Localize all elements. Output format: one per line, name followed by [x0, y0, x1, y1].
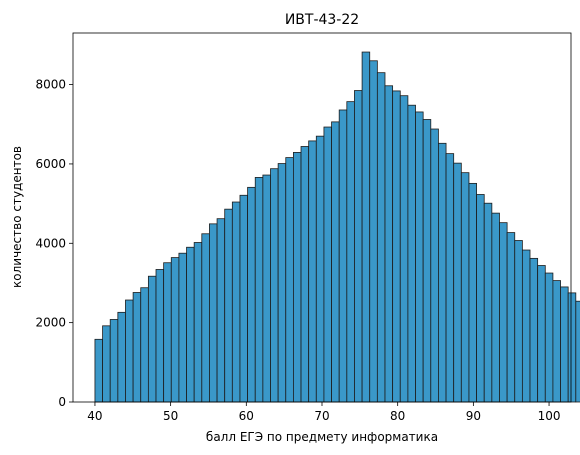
- histogram-bar: [537, 265, 546, 403]
- histogram-bar: [216, 218, 226, 403]
- histogram-bar: [102, 325, 111, 403]
- histogram-bar: [163, 262, 172, 403]
- histogram-bar: [300, 146, 310, 403]
- histogram-bar: [155, 269, 165, 403]
- histogram-bar: [239, 194, 249, 403]
- histogram-bar: [346, 101, 355, 403]
- x-tick-label: 90: [466, 409, 481, 423]
- chart-title: ИВТ-43-22: [285, 12, 359, 28]
- histogram-bar: [453, 162, 462, 403]
- histogram-bar: [491, 212, 500, 403]
- histogram-bar: [170, 257, 180, 403]
- histogram-bar: [415, 111, 424, 403]
- x-tick-label: 60: [239, 409, 254, 423]
- histogram-bar: [125, 299, 134, 403]
- histogram-bar: [224, 208, 233, 403]
- histogram-bar: [430, 128, 439, 403]
- histogram-bar: [354, 90, 363, 403]
- histogram-bar: [140, 287, 149, 403]
- y-tick-label: 6000: [35, 157, 66, 171]
- histogram-bar: [323, 126, 332, 403]
- histogram-bar: [460, 172, 470, 403]
- histogram-bar: [186, 246, 195, 403]
- histogram-bar: [147, 275, 157, 403]
- y-tick-label: 2000: [35, 316, 66, 330]
- histogram-bar: [315, 135, 325, 403]
- histogram-bar: [331, 121, 340, 403]
- y-axis-ticks: 0 2000 4000 6000 8000: [35, 78, 73, 409]
- histogram-bar: [369, 60, 378, 403]
- histogram-bar: [476, 194, 485, 403]
- histogram-bar: [575, 300, 580, 403]
- histogram-bar: [560, 286, 569, 403]
- histogram-bar: [438, 142, 447, 403]
- histogram-bar: [178, 252, 187, 403]
- x-tick-label: 80: [390, 409, 405, 423]
- histogram-bar: [384, 85, 394, 403]
- histogram-bar: [361, 51, 371, 403]
- histogram-bar: [277, 163, 287, 403]
- histogram-bar: [483, 202, 493, 403]
- histogram-bar: [468, 182, 477, 403]
- histogram-bar: [529, 257, 539, 403]
- histogram-bar: [514, 240, 523, 403]
- y-tick-label: 0: [58, 395, 66, 409]
- histogram-bar: [254, 177, 264, 403]
- histogram-bar: [521, 249, 531, 403]
- histogram-bar: [94, 338, 103, 403]
- histogram-bar: [308, 140, 317, 403]
- histogram-bar: [499, 222, 508, 403]
- histogram-bar: [201, 233, 210, 403]
- histogram-bar: [338, 109, 348, 403]
- histogram-bar: [544, 272, 554, 403]
- histogram-bar: [231, 201, 241, 403]
- histogram-bar: [376, 72, 386, 403]
- histogram-bar: [407, 104, 416, 403]
- x-tick-label: 40: [87, 409, 102, 423]
- histogram-bar: [392, 90, 401, 403]
- histogram-bar: [422, 119, 432, 403]
- histogram-bar: [262, 174, 271, 403]
- histogram-bar: [117, 311, 126, 403]
- histogram-bar: [193, 242, 203, 403]
- histogram-bar: [132, 292, 142, 403]
- x-tick-label: 70: [314, 409, 329, 423]
- histogram-bar: [285, 157, 294, 403]
- y-axis-label: количество студентов: [10, 146, 24, 288]
- histogram-bar: [109, 319, 119, 403]
- y-tick-label: 8000: [35, 78, 66, 92]
- histogram-bar: [445, 153, 455, 403]
- histogram-bar: [399, 95, 409, 403]
- x-axis-ticks: 40 50 60 70 80 90 100: [87, 402, 561, 423]
- histogram-bar: [270, 168, 279, 403]
- x-tick-label: 50: [163, 409, 178, 423]
- histogram-bar: [247, 186, 256, 403]
- histogram-bar: [552, 280, 561, 403]
- histogram-bar: [506, 232, 516, 403]
- histogram-bar: [292, 152, 302, 403]
- x-axis-label: балл ЕГЭ по предмету информатика: [206, 430, 438, 444]
- histogram-bar: [567, 292, 577, 403]
- x-tick-label: 100: [538, 409, 561, 423]
- bars-group: [94, 51, 580, 403]
- y-tick-label: 4000: [35, 236, 66, 250]
- histogram-bar: [209, 223, 218, 403]
